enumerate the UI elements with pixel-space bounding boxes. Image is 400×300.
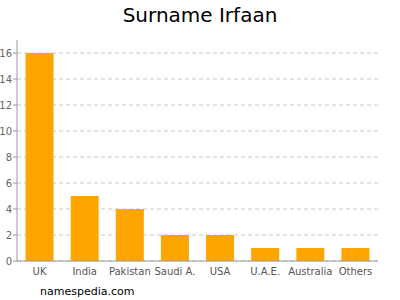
y-tick-label: 6 <box>6 178 12 189</box>
y-tick <box>13 235 17 236</box>
y-tick <box>13 105 17 106</box>
y-tick-label: 4 <box>6 204 12 215</box>
y-tick <box>13 53 17 54</box>
x-tick-label: Australia <box>288 266 332 277</box>
source-text: namespedia.com <box>40 285 134 298</box>
y-axis <box>17 40 18 261</box>
bars <box>26 53 370 261</box>
x-tick-label: USA <box>210 266 231 277</box>
chart-container: Surname Irfaan 0 2 4 6 8 10 12 14 16 UK India Pakist… <box>0 0 400 300</box>
bar <box>206 235 234 261</box>
y-tick <box>13 183 17 184</box>
grid-line <box>17 183 378 184</box>
y-tick-label: 8 <box>6 152 12 163</box>
y-tick-label: 0 <box>6 256 12 267</box>
y-tick <box>13 79 17 80</box>
x-axis <box>17 261 378 262</box>
chart-title: Surname Irfaan <box>123 3 278 27</box>
bar <box>71 196 99 261</box>
x-tick-label: India <box>72 266 97 277</box>
x-tick-label: U.A.E. <box>250 266 280 277</box>
y-tick-label: 12 <box>0 100 12 111</box>
x-tick-label: Others <box>339 266 373 277</box>
x-tick-label: Pakistan <box>109 266 151 277</box>
y-tick-label: 10 <box>0 126 12 137</box>
x-tick-label: UK <box>33 266 47 277</box>
grid-line <box>17 53 378 54</box>
grid-line <box>17 157 378 158</box>
bar <box>26 53 54 261</box>
x-tick-label: Saudi A. <box>154 266 195 277</box>
bar <box>161 235 189 261</box>
y-tick <box>13 157 17 158</box>
grid-line <box>17 261 378 262</box>
chart-svg: Surname Irfaan 0 2 4 6 8 10 12 14 16 UK India Pakist… <box>0 0 400 300</box>
bar <box>296 248 324 261</box>
grid-line <box>17 79 378 80</box>
bar <box>251 248 279 261</box>
grid-line <box>17 105 378 106</box>
y-tick-label: 14 <box>0 74 12 85</box>
y-tick <box>13 131 17 132</box>
bar <box>341 248 369 261</box>
grid-line <box>17 131 378 132</box>
bar <box>116 209 144 261</box>
y-tick <box>13 209 17 210</box>
y-tick <box>13 261 17 262</box>
y-tick-label: 16 <box>0 48 12 59</box>
y-tick-label: 2 <box>6 230 12 241</box>
